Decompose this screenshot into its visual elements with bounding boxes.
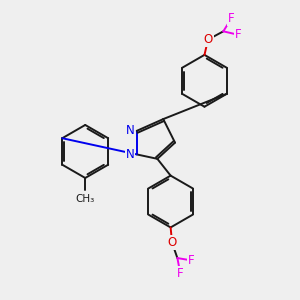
Text: CH₃: CH₃: [76, 194, 95, 204]
Text: F: F: [177, 267, 184, 280]
Text: F: F: [235, 28, 242, 41]
Text: F: F: [188, 254, 195, 267]
Text: F: F: [228, 12, 235, 25]
Text: O: O: [203, 33, 213, 46]
Text: N: N: [126, 148, 134, 161]
Text: O: O: [167, 236, 177, 249]
Text: N: N: [126, 124, 134, 137]
